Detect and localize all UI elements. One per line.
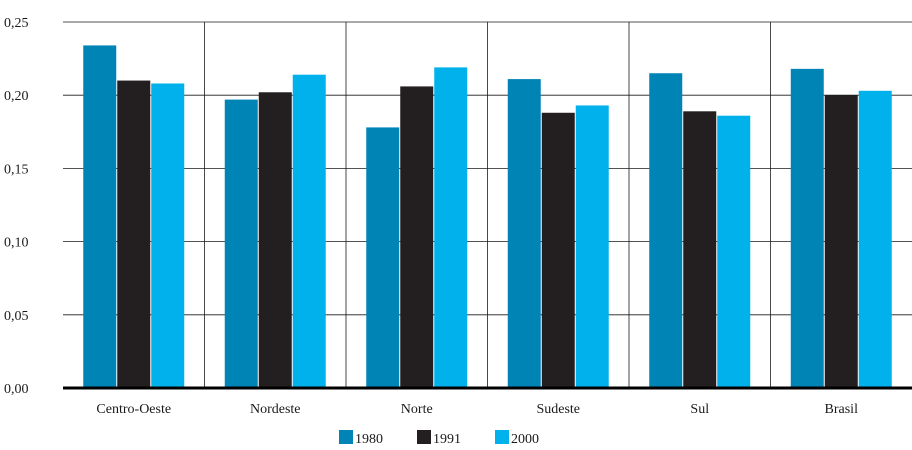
x-tick-label: Sul	[690, 402, 709, 417]
x-tick-label: Norte	[401, 402, 433, 417]
bar-1991-norte	[400, 86, 434, 388]
y-tick-label: 0,10	[4, 236, 29, 251]
bar-2000-sul	[717, 115, 751, 389]
y-tick-label: 0,20	[4, 89, 29, 104]
legend: 1980 1991 2000	[339, 430, 539, 447]
bar-1991-nordeste	[258, 92, 292, 388]
axis-layer: 0,00 0,05 0,10 0,15 0,20 0,25 Centro-Oeste Nord…	[4, 16, 912, 417]
bar-1980-brasil	[790, 68, 824, 389]
legend-label-2000: 2000	[511, 432, 539, 447]
legend-label-1991: 1991	[433, 432, 461, 447]
legend-swatch-1991	[417, 430, 431, 444]
y-tick-label: 0,25	[4, 16, 29, 31]
x-tick-label: Centro-Oeste	[96, 402, 171, 417]
bars-layer	[83, 45, 892, 389]
bar-1991-brasil	[824, 95, 858, 388]
bar-2000-brasil	[858, 90, 892, 389]
bar-1980-sul	[649, 73, 683, 389]
grid-layer	[63, 21, 912, 388]
bar-1991-sul	[683, 111, 717, 388]
legend-swatch-1980	[339, 430, 353, 444]
x-tick-label: Brasil	[825, 402, 859, 417]
x-tick-label: Sudeste	[536, 402, 580, 417]
bar-1991-sudeste	[541, 112, 575, 388]
bar-1980-norte	[366, 127, 400, 389]
y-tick-label: 0,05	[4, 309, 29, 324]
bar-1980-sudeste	[507, 79, 541, 388]
bar-1991-centro-oeste	[117, 80, 151, 388]
legend-swatch-2000	[495, 430, 509, 444]
bar-2000-nordeste	[292, 74, 326, 388]
y-tick-label: 0,15	[4, 162, 29, 177]
legend-label-1980: 1980	[355, 432, 383, 447]
x-tick-label: Nordeste	[250, 402, 301, 417]
bar-1980-centro-oeste	[83, 45, 117, 388]
y-tick-label: 0,00	[4, 382, 29, 397]
bar-2000-centro-oeste	[151, 83, 185, 388]
bar-1980-nordeste	[224, 99, 258, 388]
bar-2000-sudeste	[575, 105, 609, 388]
bar-2000-norte	[434, 67, 468, 388]
